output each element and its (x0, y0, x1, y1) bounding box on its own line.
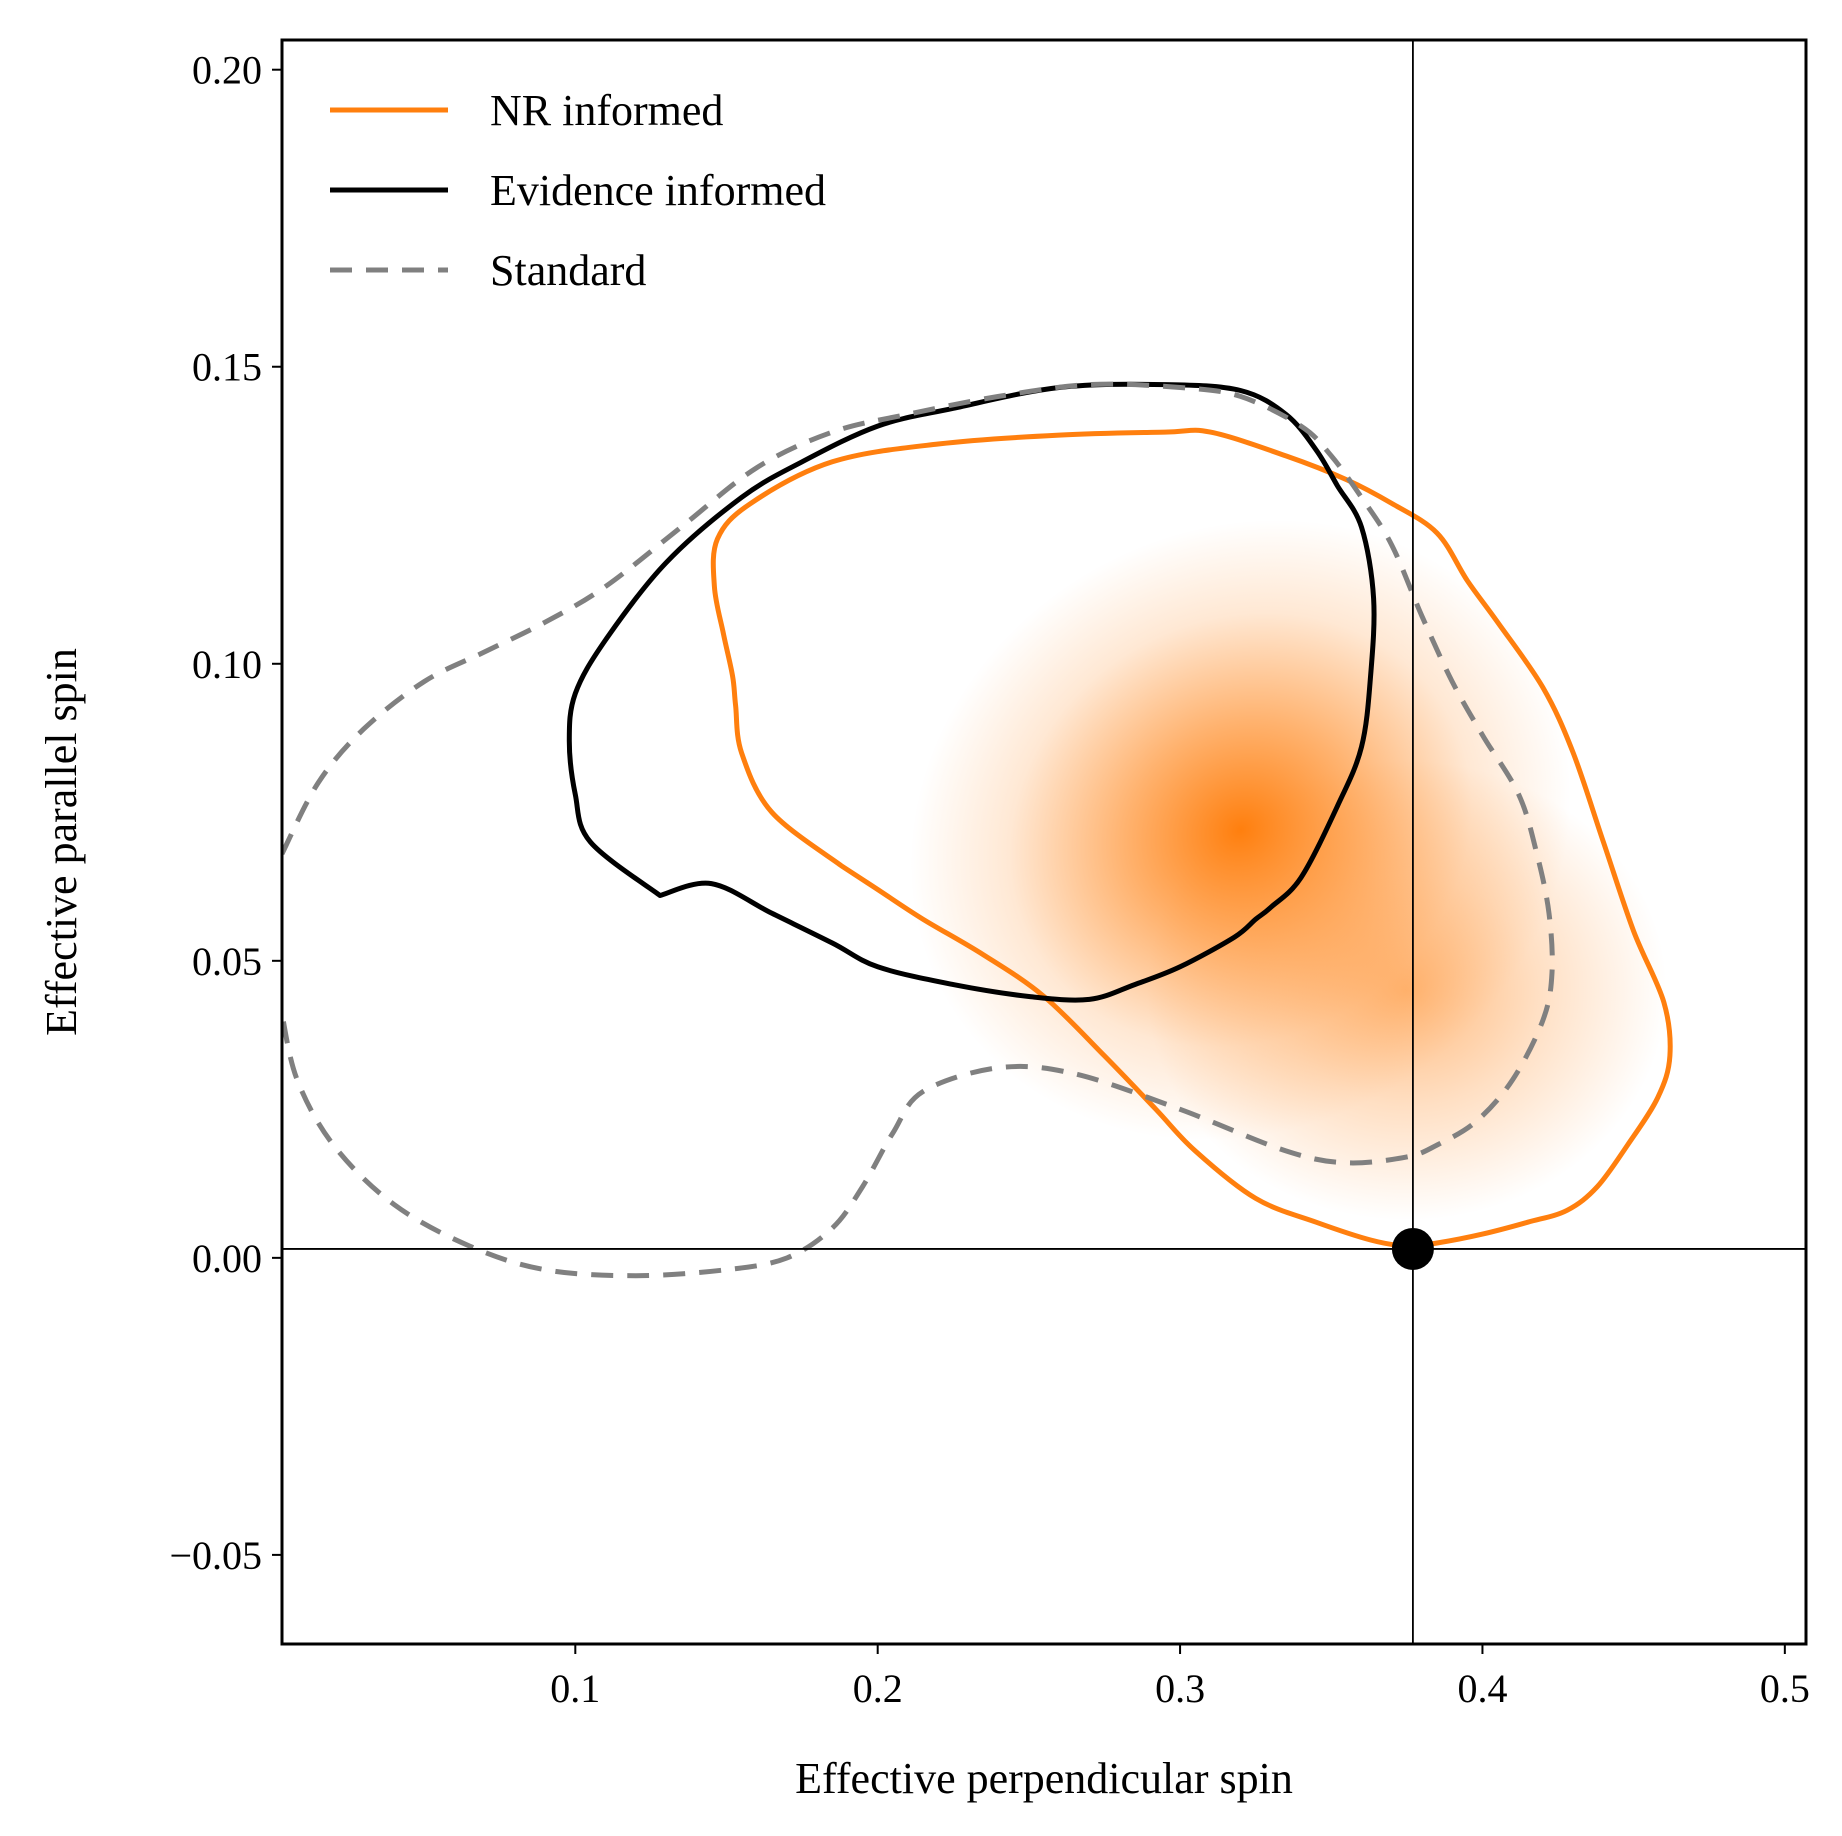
legend-label: NR informed (490, 86, 723, 135)
x-tick-label: 0.3 (1155, 1666, 1205, 1711)
x-tick-label: 0.5 (1760, 1666, 1810, 1711)
series-standard (282, 381, 1555, 1279)
series-nr-informed (710, 427, 1673, 1249)
y-tick-label: 0.15 (192, 345, 262, 390)
plot-frame (280, 38, 1808, 1646)
contour-series (282, 381, 1673, 1279)
x-axis-label: Effective perpendicular spin (795, 1754, 1293, 1803)
legend-label: Evidence informed (490, 166, 826, 215)
y-axis-label: Effective parallel spin (37, 648, 86, 1036)
x-tick-label: 0.1 (550, 1666, 600, 1711)
legend: NR informed Evidence informed Standard (330, 86, 826, 295)
x-tick-label: 0.2 (853, 1666, 903, 1711)
series-evidence-informed (566, 381, 1377, 1003)
density-blob-peak (910, 519, 1572, 1141)
reference-lines (282, 40, 1806, 1644)
y-tick-label: 0.05 (192, 939, 262, 984)
reference-point (1391, 1227, 1434, 1270)
legend-label: Standard (490, 246, 646, 295)
density-heatmap (910, 519, 1667, 1221)
x-axis-ticks: 0.1 0.2 0.3 0.4 0.5 (550, 1644, 1810, 1711)
y-axis-ticks: −0.05 0.00 0.05 0.10 0.15 0.20 (169, 48, 282, 1578)
y-tick-label: −0.05 (169, 1533, 262, 1578)
y-tick-label: 0.00 (192, 1236, 262, 1281)
y-tick-label: 0.10 (192, 642, 262, 687)
y-tick-label: 0.20 (192, 48, 262, 93)
x-tick-label: 0.4 (1457, 1666, 1507, 1711)
